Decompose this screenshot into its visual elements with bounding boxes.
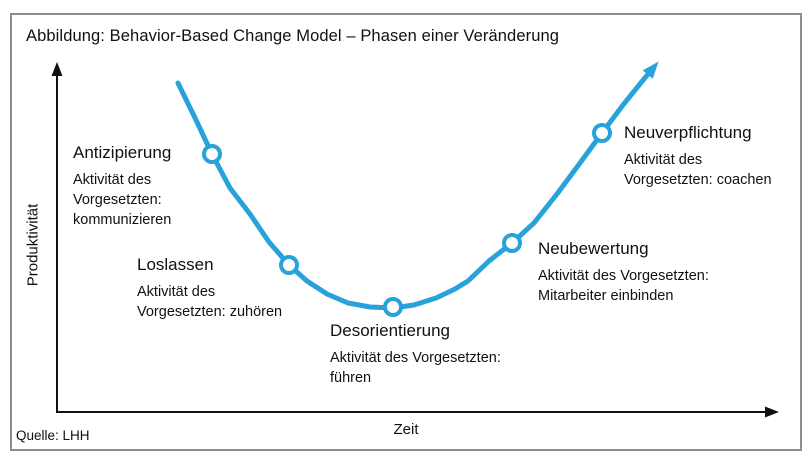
phase-activity: Aktivität des Vorgesetzten: Mitarbeiter … [538,268,709,304]
phase-activity: Aktivität des Vorgesetzten: führen [330,350,501,386]
phase-neuverpflichtung: Neuverpflichtung Aktivität des Vorgesetz… [624,123,772,190]
phase-loslassen: Loslassen Aktivität des Vorgesetzten: zu… [137,255,282,322]
y-axis-label: Produktivität [24,203,42,287]
phase-activity: Aktivität des Vorgesetzten: coachen [624,152,772,188]
source-note: Quelle: LHH [16,428,90,443]
phase-antizipierung: Antizipierung Aktivität des Vorgesetzten… [73,143,171,230]
phase-desorientierung: Desorientierung Aktivität des Vorgesetzt… [330,321,501,388]
phase-neubewertung: Neubewertung Aktivität des Vorgesetzten:… [538,239,709,306]
phase-name: Desorientierung [330,321,451,340]
phase-name: Loslassen [137,255,214,274]
figure-title: Abbildung: Behavior-Based Change Model –… [26,27,560,45]
phase-activity: Aktivität des Vorgesetzten: kommuniziere… [73,172,172,228]
x-axis-label: Zeit [393,421,419,438]
phase-name: Antizipierung [73,143,172,162]
phase-activity: Aktivität des Vorgesetzten: zuhören [137,284,283,320]
phase-name: Neubewertung [538,239,649,258]
phase-name: Neuverpflichtung [624,123,752,142]
